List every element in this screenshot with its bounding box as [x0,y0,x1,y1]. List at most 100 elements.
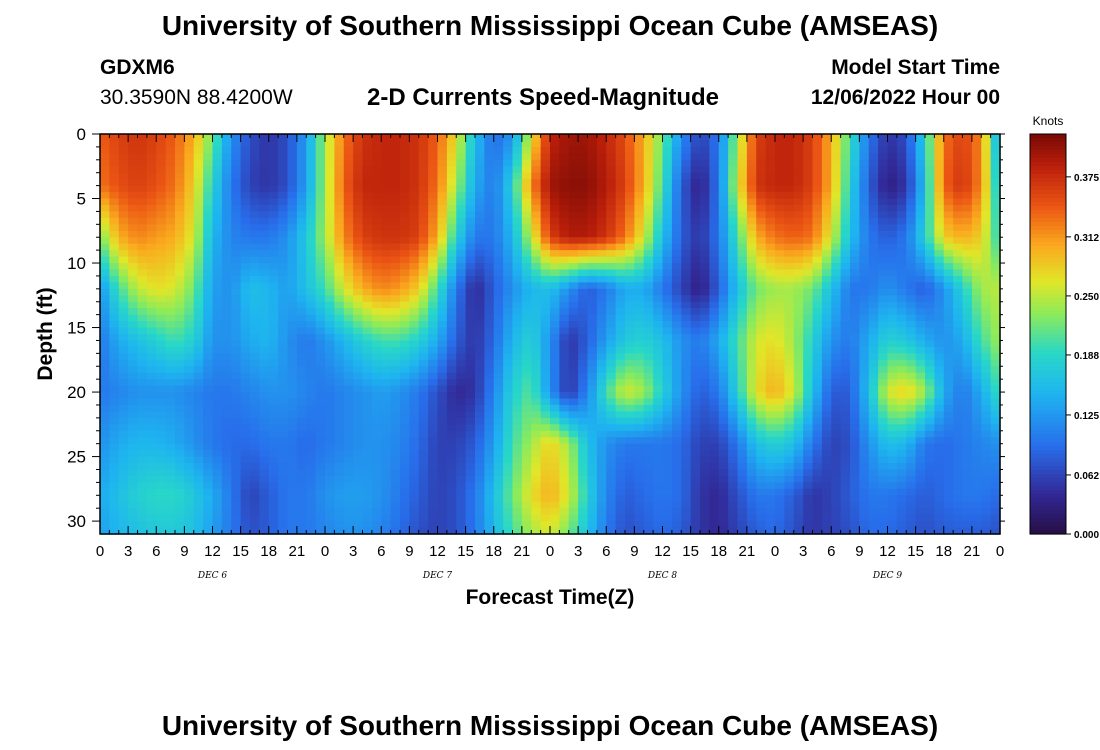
heatmap-cell [156,237,167,245]
heatmap-cell [287,243,298,251]
heatmap-cell [728,385,739,393]
heatmap-cell [775,372,785,380]
heatmap-cell [559,269,570,277]
heatmap-cell [765,140,776,148]
heatmap-cell [128,366,139,374]
heatmap-cell [925,456,935,464]
heatmap-cell [596,366,607,374]
heatmap-cell [896,153,907,161]
heatmap-cell [278,379,289,387]
heatmap-cell [681,159,692,167]
heatmap-cell [700,250,710,258]
heatmap-cell [343,269,354,277]
heatmap-cell [671,269,682,277]
heatmap-cell [709,256,720,264]
heatmap-cell [868,327,879,335]
heatmap-cell [175,224,185,232]
heatmap-cell [596,179,607,187]
heatmap-cell [550,340,560,348]
heatmap-cell [540,179,551,187]
heatmap-cell [540,346,551,354]
heatmap-cell [671,450,682,458]
heatmap-cell [521,430,532,438]
heatmap-cell [203,437,214,445]
heatmap-cell [990,217,1001,225]
heatmap-cell [409,417,420,425]
heatmap-cell [615,392,626,400]
heatmap-cell [212,411,223,419]
heatmap-cell [784,411,795,419]
heatmap-cell [953,359,964,367]
heatmap-cell [446,282,457,290]
heatmap-cell [606,204,617,213]
heatmap-cell [990,179,1001,187]
heatmap-cell [981,424,992,432]
heatmap-cell [953,217,964,225]
heatmap-cell [362,353,373,361]
heatmap-cell [278,334,289,342]
heatmap-cell [175,146,185,154]
heatmap-cell [212,172,223,180]
heatmap-cell [990,359,1001,367]
heatmap-cell [278,256,289,264]
heatmap-cell [175,450,185,458]
heatmap-cell [568,192,579,200]
heatmap-cell [606,411,617,419]
heatmap-cell [681,450,692,458]
heatmap-cell [784,217,795,225]
heatmap-cell [606,159,617,167]
heatmap-cell [362,301,373,309]
heatmap-cell [240,263,251,271]
heatmap-cell [953,404,964,413]
heatmap-cell [681,385,692,393]
heatmap-cell [868,166,879,174]
heatmap-cell [278,237,289,245]
heatmap-cell [953,295,964,303]
heatmap-cell [971,211,982,219]
heatmap-cell [334,275,345,283]
heatmap-cell [465,456,476,464]
heatmap-cell [728,211,739,219]
heatmap-cell [831,166,842,174]
heatmap-cell [250,198,260,206]
heatmap-cell [400,275,410,283]
heatmap-cell [718,237,729,245]
heatmap-cell [540,134,551,142]
heatmap-cell [934,140,945,148]
heatmap-cell [625,166,635,174]
heatmap-cell [118,327,129,335]
heatmap-cell [353,172,364,180]
heatmap-cell [953,463,964,471]
heatmap-cell [671,334,682,342]
heatmap-cell [550,353,560,361]
heatmap-cell [315,404,326,413]
heatmap-cell [268,437,279,445]
heatmap-cell [409,353,420,361]
heatmap-cell [709,314,720,322]
heatmap-cell [456,450,467,458]
heatmap-cell [184,456,195,464]
heatmap-cell [409,308,420,316]
heatmap-cell [606,295,617,303]
heatmap-cell [990,398,1001,406]
heatmap-cell [137,417,148,425]
heatmap-cell [137,334,148,342]
heatmap-cell [831,443,842,451]
heatmap-cell [165,398,176,406]
heatmap-cell [606,417,617,425]
heatmap-cell [718,340,729,348]
heatmap-cell [915,263,926,271]
heatmap-cell [953,275,964,283]
heatmap-cell [231,282,242,290]
heatmap-cell [821,263,832,271]
heatmap-cell [784,224,795,232]
heatmap-cell [146,450,157,458]
heatmap-cell [634,146,645,154]
heatmap-cell [671,327,682,335]
heatmap-cell [325,243,335,251]
heatmap-cell [765,204,776,213]
heatmap-cell [934,166,945,174]
heatmap-cell [765,443,776,451]
heatmap-cell [981,269,992,277]
heatmap-cell [231,314,242,322]
